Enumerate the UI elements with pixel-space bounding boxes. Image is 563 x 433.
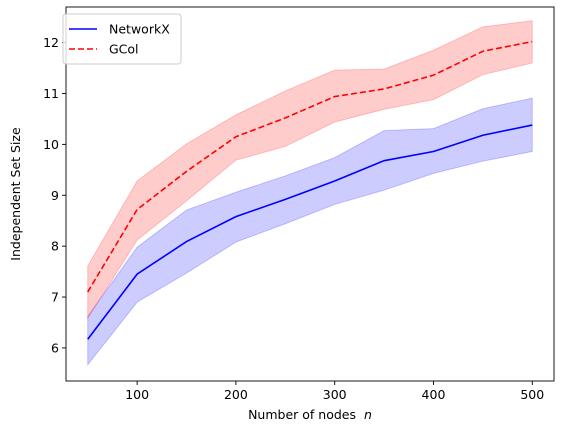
x-axis-ticks: 100 200 300 400 500 — [125, 381, 544, 402]
x-axis-label: Number of nodes n — [248, 407, 372, 422]
networkx-band — [87, 97, 533, 367]
y-axis-label: Independent Set Size — [8, 127, 23, 261]
networkx-line — [87, 124, 533, 340]
gcol-line — [87, 40, 533, 293]
x-axis-label-text: Number of nodes — [248, 407, 356, 422]
y-tick-label: 8 — [51, 239, 59, 254]
x-tick-label: 200 — [224, 387, 248, 402]
y-tick-label: 11 — [43, 86, 59, 101]
plot-frame — [65, 6, 555, 382]
legend-box — [62, 13, 182, 65]
x-tick-label: 400 — [422, 387, 446, 402]
confidence-bands — [87, 20, 533, 367]
legend-networkx-label: NetworkX — [109, 22, 170, 37]
x-tick-label: 100 — [125, 387, 149, 402]
series-lines — [87, 40, 533, 340]
x-tick-label: 500 — [520, 387, 544, 402]
y-tick-label: 7 — [51, 290, 59, 305]
y-tick-label: 9 — [51, 188, 59, 203]
legend: NetworkX GCol — [62, 13, 182, 65]
y-tick-label: 6 — [51, 340, 59, 355]
y-tick-label: 12 — [43, 35, 59, 50]
x-tick-label: 300 — [323, 387, 347, 402]
y-tick-label: 10 — [43, 137, 59, 152]
y-axis-ticks: 6 7 8 9 10 11 12 — [43, 35, 66, 355]
gcol-band — [87, 20, 533, 321]
legend-gcol-label: GCol — [109, 42, 139, 57]
x-axis-label-variable: n — [364, 407, 372, 422]
